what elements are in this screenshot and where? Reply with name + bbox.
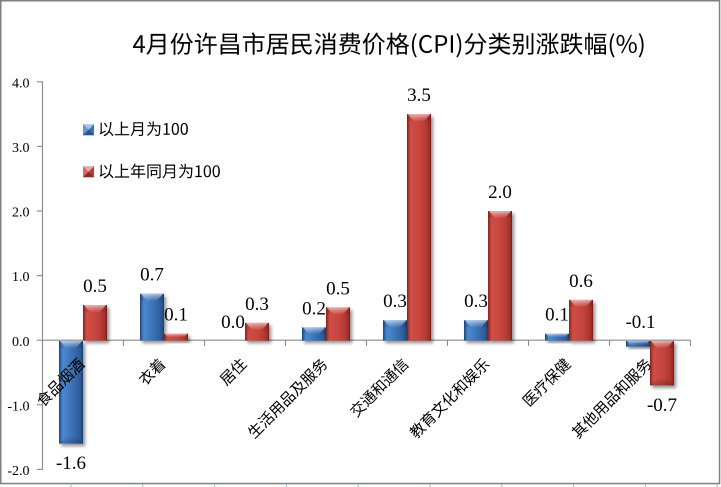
svg-text:0.5: 0.5 xyxy=(326,278,350,299)
svg-text:2.0: 2.0 xyxy=(12,206,30,221)
svg-text:0.3: 0.3 xyxy=(245,294,269,315)
svg-text:4.0: 4.0 xyxy=(12,76,30,91)
svg-text:0.5: 0.5 xyxy=(83,276,107,297)
svg-text:-0.1: -0.1 xyxy=(625,312,655,333)
svg-text:0.0: 0.0 xyxy=(221,312,245,333)
svg-text:0.7: 0.7 xyxy=(140,265,164,286)
svg-text:2.0: 2.0 xyxy=(488,182,512,203)
svg-text:-2.0: -2.0 xyxy=(7,464,29,479)
svg-text:3.0: 3.0 xyxy=(12,141,30,156)
svg-text:0.3: 0.3 xyxy=(464,291,488,312)
svg-text:0.1: 0.1 xyxy=(164,305,188,326)
svg-text:1.0: 1.0 xyxy=(12,270,30,285)
svg-text:0.6: 0.6 xyxy=(569,271,593,292)
svg-text:0.2: 0.2 xyxy=(302,298,326,319)
svg-text:-1.0: -1.0 xyxy=(7,399,29,414)
svg-text:-1.6: -1.6 xyxy=(56,453,86,474)
svg-text:0.0: 0.0 xyxy=(12,335,30,350)
svg-text:3.5: 3.5 xyxy=(407,85,431,106)
svg-text:0.1: 0.1 xyxy=(545,305,569,326)
svg-text:0.3: 0.3 xyxy=(383,291,407,312)
svg-text:-0.7: -0.7 xyxy=(647,395,677,416)
